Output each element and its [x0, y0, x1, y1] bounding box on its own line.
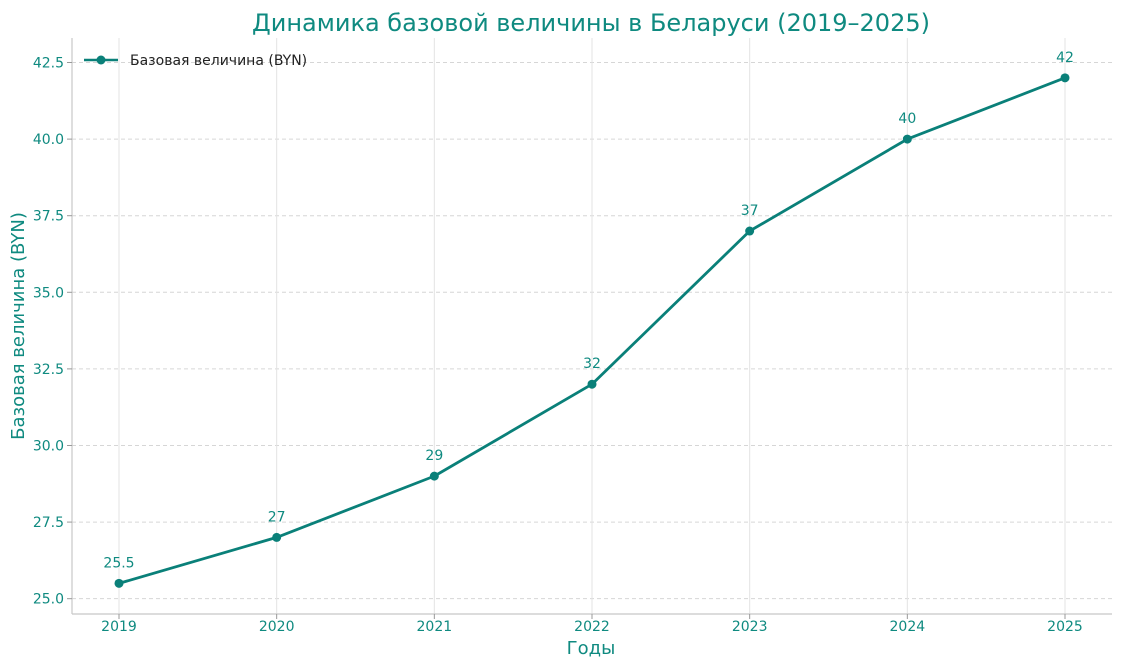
y-tick-label: 40.0 — [33, 132, 64, 148]
x-tick-label: 2024 — [890, 619, 926, 635]
data-value-label: 40 — [898, 111, 916, 127]
y-tick-label: 25.0 — [33, 592, 64, 608]
data-point — [745, 226, 755, 236]
data-value-label: 32 — [583, 356, 601, 372]
data-value-label: 29 — [425, 448, 443, 464]
y-axis-label: Базовая величина (BYN) — [8, 212, 29, 440]
x-tick-label: 2019 — [101, 619, 137, 635]
y-tick-label: 42.5 — [33, 56, 64, 72]
legend-label: Базовая величина (BYN) — [130, 53, 307, 69]
grid — [72, 38, 1112, 614]
chart-title: Динамика базовой величины в Беларуси (20… — [252, 9, 930, 37]
x-tick-label: 2022 — [574, 619, 610, 635]
x-tick-label: 2023 — [732, 619, 768, 635]
data-value-label: 42 — [1056, 50, 1074, 66]
x-axis-label: Годы — [567, 638, 616, 659]
y-tick-label: 35.0 — [33, 285, 64, 301]
data-value-label: 37 — [741, 203, 759, 219]
x-tick-label: 2020 — [259, 619, 295, 635]
y-tick-label: 30.0 — [33, 438, 64, 454]
data-point — [272, 532, 282, 542]
legend-marker — [96, 55, 106, 65]
y-tick-label: 32.5 — [33, 362, 64, 378]
data-labels: 25.5 27 29 32 37 40 42 — [103, 50, 1074, 572]
series — [114, 73, 1070, 588]
data-value-label: 25.5 — [103, 555, 134, 571]
x-tick-label: 2021 — [417, 619, 453, 635]
x-tick-label: 2025 — [1047, 619, 1083, 635]
data-point — [902, 134, 912, 144]
data-value-label: 27 — [268, 509, 286, 525]
data-point — [1060, 73, 1070, 83]
data-point — [587, 379, 597, 389]
y-tick-label: 37.5 — [33, 209, 64, 225]
legend: Базовая величина (BYN) — [84, 53, 307, 69]
y-axis-ticks: 25.0 27.5 30.0 32.5 35.0 37.5 40.0 42.5 — [33, 56, 72, 608]
y-tick-label: 27.5 — [33, 515, 64, 531]
data-point — [114, 578, 124, 588]
data-point — [429, 471, 439, 481]
x-axis-ticks: 2019 2020 2021 2022 2023 2024 2025 — [101, 614, 1083, 635]
